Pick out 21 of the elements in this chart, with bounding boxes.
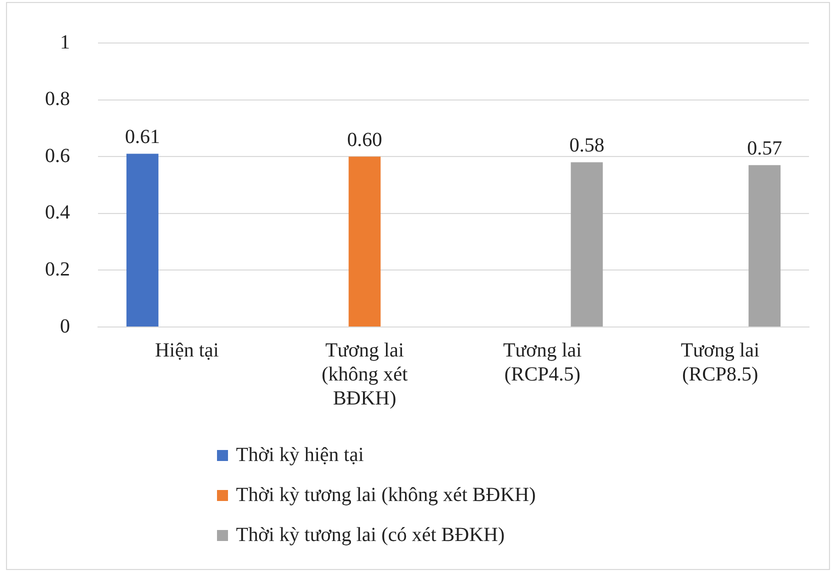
x-tick-label: Tương lai (RCP8.5) <box>680 339 760 386</box>
data-label: 0.61 <box>124 126 160 148</box>
data-label: 0.57 <box>747 137 782 160</box>
y-tick-label: 0.6 <box>45 144 70 167</box>
bar <box>748 165 781 326</box>
x-tick-label: Tương lai (RCP4.5) <box>503 339 582 386</box>
legend-label: Thời kỳ tương lai (có xét BĐKH) <box>236 524 505 546</box>
y-tick-label: 1 <box>60 31 70 54</box>
x-tick-label: Tương lai (không xét BĐKH) <box>322 339 408 410</box>
y-tick-label: 0.8 <box>45 88 70 110</box>
data-label: 0.58 <box>569 134 604 157</box>
data-label: 0.60 <box>347 128 382 151</box>
legend-label: Thời kỳ tương lai (không xét BĐKH) <box>236 484 536 506</box>
bar <box>570 162 603 326</box>
legend-label: Thời kỳ hiện tại <box>236 444 364 466</box>
y-tick-label: 0.4 <box>45 202 70 224</box>
bar <box>348 156 381 326</box>
y-tick-label: 0.2 <box>45 258 70 280</box>
x-tick-label: Hiện tại <box>154 339 220 362</box>
y-tick-label: 0 <box>60 315 70 338</box>
bar <box>126 154 158 326</box>
